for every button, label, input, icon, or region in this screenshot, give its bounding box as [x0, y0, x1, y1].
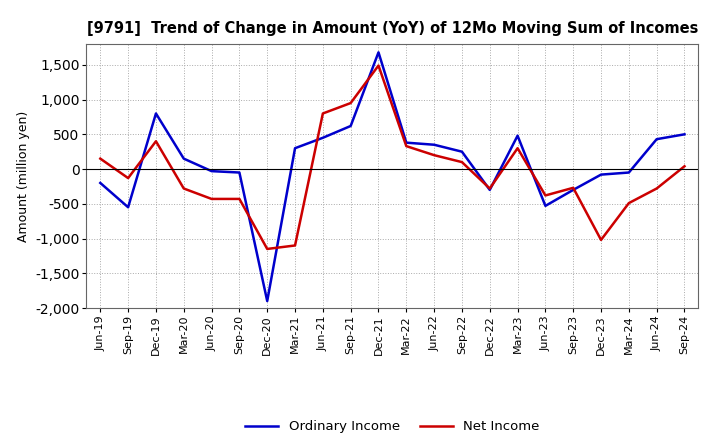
Ordinary Income — [291, 146, 300, 151]
Ordinary Income — [624, 170, 633, 175]
Net Income — [652, 186, 661, 191]
Net Income — [541, 193, 550, 198]
Net Income — [597, 237, 606, 242]
Net Income — [318, 111, 327, 116]
Title: [9791]  Trend of Change in Amount (YoY) of 12Mo Moving Sum of Incomes: [9791] Trend of Change in Amount (YoY) o… — [86, 21, 698, 36]
Ordinary Income — [235, 170, 243, 175]
Net Income — [235, 196, 243, 202]
Ordinary Income — [652, 136, 661, 142]
Ordinary Income — [207, 169, 216, 174]
Y-axis label: Amount (million yen): Amount (million yen) — [17, 110, 30, 242]
Net Income — [207, 196, 216, 202]
Ordinary Income — [318, 135, 327, 140]
Net Income — [569, 185, 577, 191]
Ordinary Income — [597, 172, 606, 177]
Net Income — [152, 139, 161, 144]
Ordinary Income — [513, 133, 522, 138]
Line: Ordinary Income: Ordinary Income — [100, 52, 685, 301]
Legend: Ordinary Income, Net Income: Ordinary Income, Net Income — [240, 415, 545, 439]
Ordinary Income — [96, 180, 104, 186]
Ordinary Income — [179, 156, 188, 161]
Net Income — [291, 243, 300, 248]
Net Income — [124, 176, 132, 181]
Net Income — [346, 100, 355, 106]
Net Income — [402, 143, 410, 149]
Net Income — [263, 246, 271, 252]
Ordinary Income — [485, 187, 494, 193]
Ordinary Income — [458, 149, 467, 154]
Net Income — [485, 186, 494, 191]
Line: Net Income: Net Income — [100, 66, 685, 249]
Net Income — [179, 186, 188, 191]
Ordinary Income — [402, 140, 410, 145]
Ordinary Income — [346, 123, 355, 128]
Net Income — [513, 146, 522, 151]
Net Income — [96, 156, 104, 161]
Ordinary Income — [152, 111, 161, 116]
Ordinary Income — [430, 142, 438, 147]
Ordinary Income — [263, 298, 271, 304]
Net Income — [458, 159, 467, 165]
Ordinary Income — [569, 187, 577, 193]
Net Income — [374, 63, 383, 68]
Ordinary Income — [541, 203, 550, 209]
Net Income — [624, 201, 633, 206]
Ordinary Income — [374, 50, 383, 55]
Ordinary Income — [680, 132, 689, 137]
Net Income — [680, 164, 689, 169]
Net Income — [430, 153, 438, 158]
Ordinary Income — [124, 205, 132, 210]
